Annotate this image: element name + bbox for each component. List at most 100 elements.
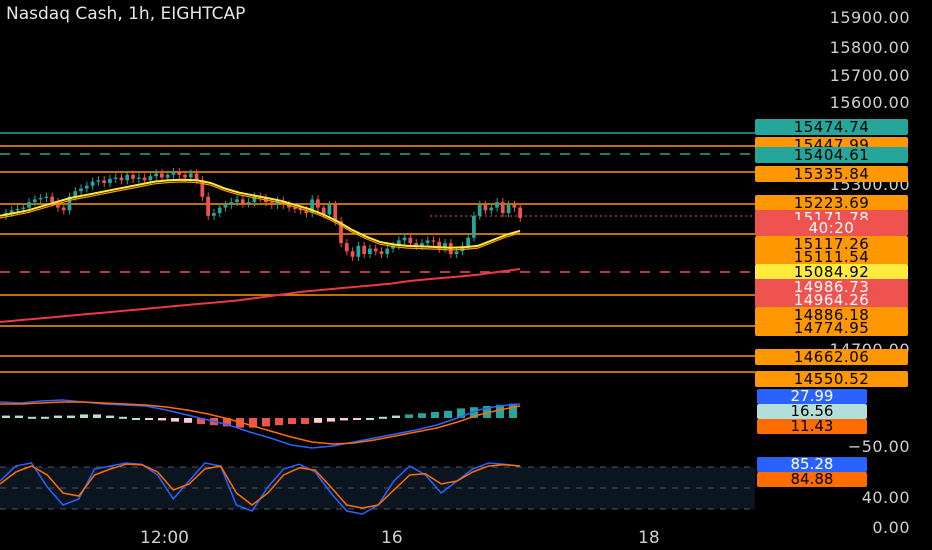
- candle-body: [292, 207, 297, 209]
- price-badge: 14550.52: [755, 371, 908, 387]
- candle-body: [113, 177, 118, 179]
- price-axis-label: 15800.00: [829, 38, 910, 57]
- candle-body: [252, 196, 257, 203]
- candle-body: [477, 204, 482, 216]
- price-axis-label: 15700.00: [829, 66, 910, 85]
- macd-axis-label: −50.00: [847, 437, 910, 456]
- candle-body: [21, 207, 26, 209]
- macd-histogram-bar: [184, 418, 192, 423]
- moving-averages: [0, 178, 521, 323]
- candle-body: [160, 173, 164, 178]
- candle-body: [246, 202, 251, 204]
- macd-histogram-bar: [223, 418, 231, 427]
- candle-body: [454, 251, 459, 255]
- stoch-badge: 84.88: [757, 472, 867, 487]
- price-badge: 15404.61: [755, 147, 908, 163]
- candle-body: [27, 202, 31, 208]
- ema-mid-line: [0, 181, 521, 251]
- candle-body: [79, 188, 83, 192]
- candle-body: [32, 199, 37, 203]
- macd-histogram-bar: [15, 415, 23, 418]
- price-badge: 14774.95: [755, 320, 908, 336]
- candle-body: [165, 174, 170, 178]
- macd-histogram-bar: [171, 418, 179, 422]
- candle-body: [402, 237, 407, 241]
- price-badge: 15223.69: [755, 195, 908, 211]
- candle-body: [235, 199, 239, 203]
- candle-body: [356, 245, 361, 257]
- macd-histogram-bar: [483, 406, 491, 418]
- price-badge: 15084.92: [755, 264, 908, 280]
- candle-body: [183, 174, 187, 178]
- macd-histogram-bar: [327, 418, 335, 422]
- candle-body: [142, 177, 147, 181]
- candle-body: [437, 241, 442, 249]
- candle-body: [240, 199, 245, 204]
- candle-body: [327, 204, 332, 215]
- price-badge: 15111.54: [755, 249, 908, 265]
- candle-body: [316, 199, 320, 208]
- candle-body: [50, 196, 54, 203]
- candle-body: [379, 251, 384, 255]
- candle-body: [90, 181, 95, 186]
- macd-histogram-bar: [392, 415, 400, 418]
- price-badge: 14886.18: [755, 307, 908, 323]
- candle-body: [443, 243, 447, 249]
- macd-histogram-bar: [80, 414, 88, 418]
- candle-body: [500, 202, 505, 214]
- candle-body: [321, 207, 326, 215]
- price-badge: 14986.73: [755, 279, 908, 295]
- macd-histogram-bar: [275, 418, 283, 426]
- candle-body: [38, 198, 43, 200]
- candle-body: [362, 245, 366, 255]
- macd-badge: 27.99: [757, 389, 867, 404]
- candle-body: [223, 204, 228, 208]
- candle-body: [483, 204, 488, 211]
- macd-histogram-bar: [301, 418, 309, 424]
- macd-histogram-bar: [262, 418, 270, 427]
- candle-body: [344, 243, 349, 252]
- stoch-axis-label: 40.00: [861, 488, 910, 507]
- macd-histogram-bar: [249, 418, 257, 428]
- candle-body: [420, 243, 424, 246]
- macd-histogram-bar: [496, 404, 504, 418]
- candle-body: [350, 251, 355, 257]
- macd-histogram-bar: [366, 418, 374, 420]
- macd-histogram-bar: [444, 410, 452, 418]
- macd-histogram-bar: [54, 415, 62, 418]
- candle-body: [56, 202, 60, 208]
- macd-histogram-bar: [197, 418, 205, 424]
- macd-histogram-bar: [470, 407, 478, 418]
- candle-body: [373, 248, 378, 252]
- candle-body: [506, 204, 511, 214]
- candle-body: [408, 237, 413, 244]
- candle-body: [269, 202, 274, 205]
- candle-body: [229, 202, 234, 205]
- candle-body: [512, 204, 517, 208]
- candle-body: [368, 248, 372, 255]
- candle-body: [194, 173, 199, 181]
- candle-body: [188, 173, 193, 178]
- candle-body: [44, 196, 49, 199]
- price-badge: 40:20: [755, 220, 908, 236]
- macd-histogram-bar: [106, 415, 114, 418]
- candle-body: [339, 221, 343, 244]
- candle-body: [217, 207, 222, 214]
- candle-body: [310, 199, 314, 214]
- macd-histogram-bar: [457, 408, 465, 418]
- candle-body: [61, 207, 66, 211]
- stochastic-pane: [0, 462, 755, 515]
- candle-body: [212, 213, 216, 216]
- stoch-d-line: [0, 463, 521, 509]
- macd-histogram-bar: [418, 413, 426, 418]
- candle-body: [431, 240, 436, 242]
- candle-body: [102, 180, 106, 183]
- macd-histogram-bar: [379, 416, 387, 419]
- candle-body: [171, 172, 176, 175]
- macd-histogram-bar: [41, 416, 49, 419]
- candle-body: [333, 204, 338, 222]
- candle-body: [131, 174, 135, 179]
- candle-body: [96, 180, 101, 182]
- candle-body: [495, 202, 499, 208]
